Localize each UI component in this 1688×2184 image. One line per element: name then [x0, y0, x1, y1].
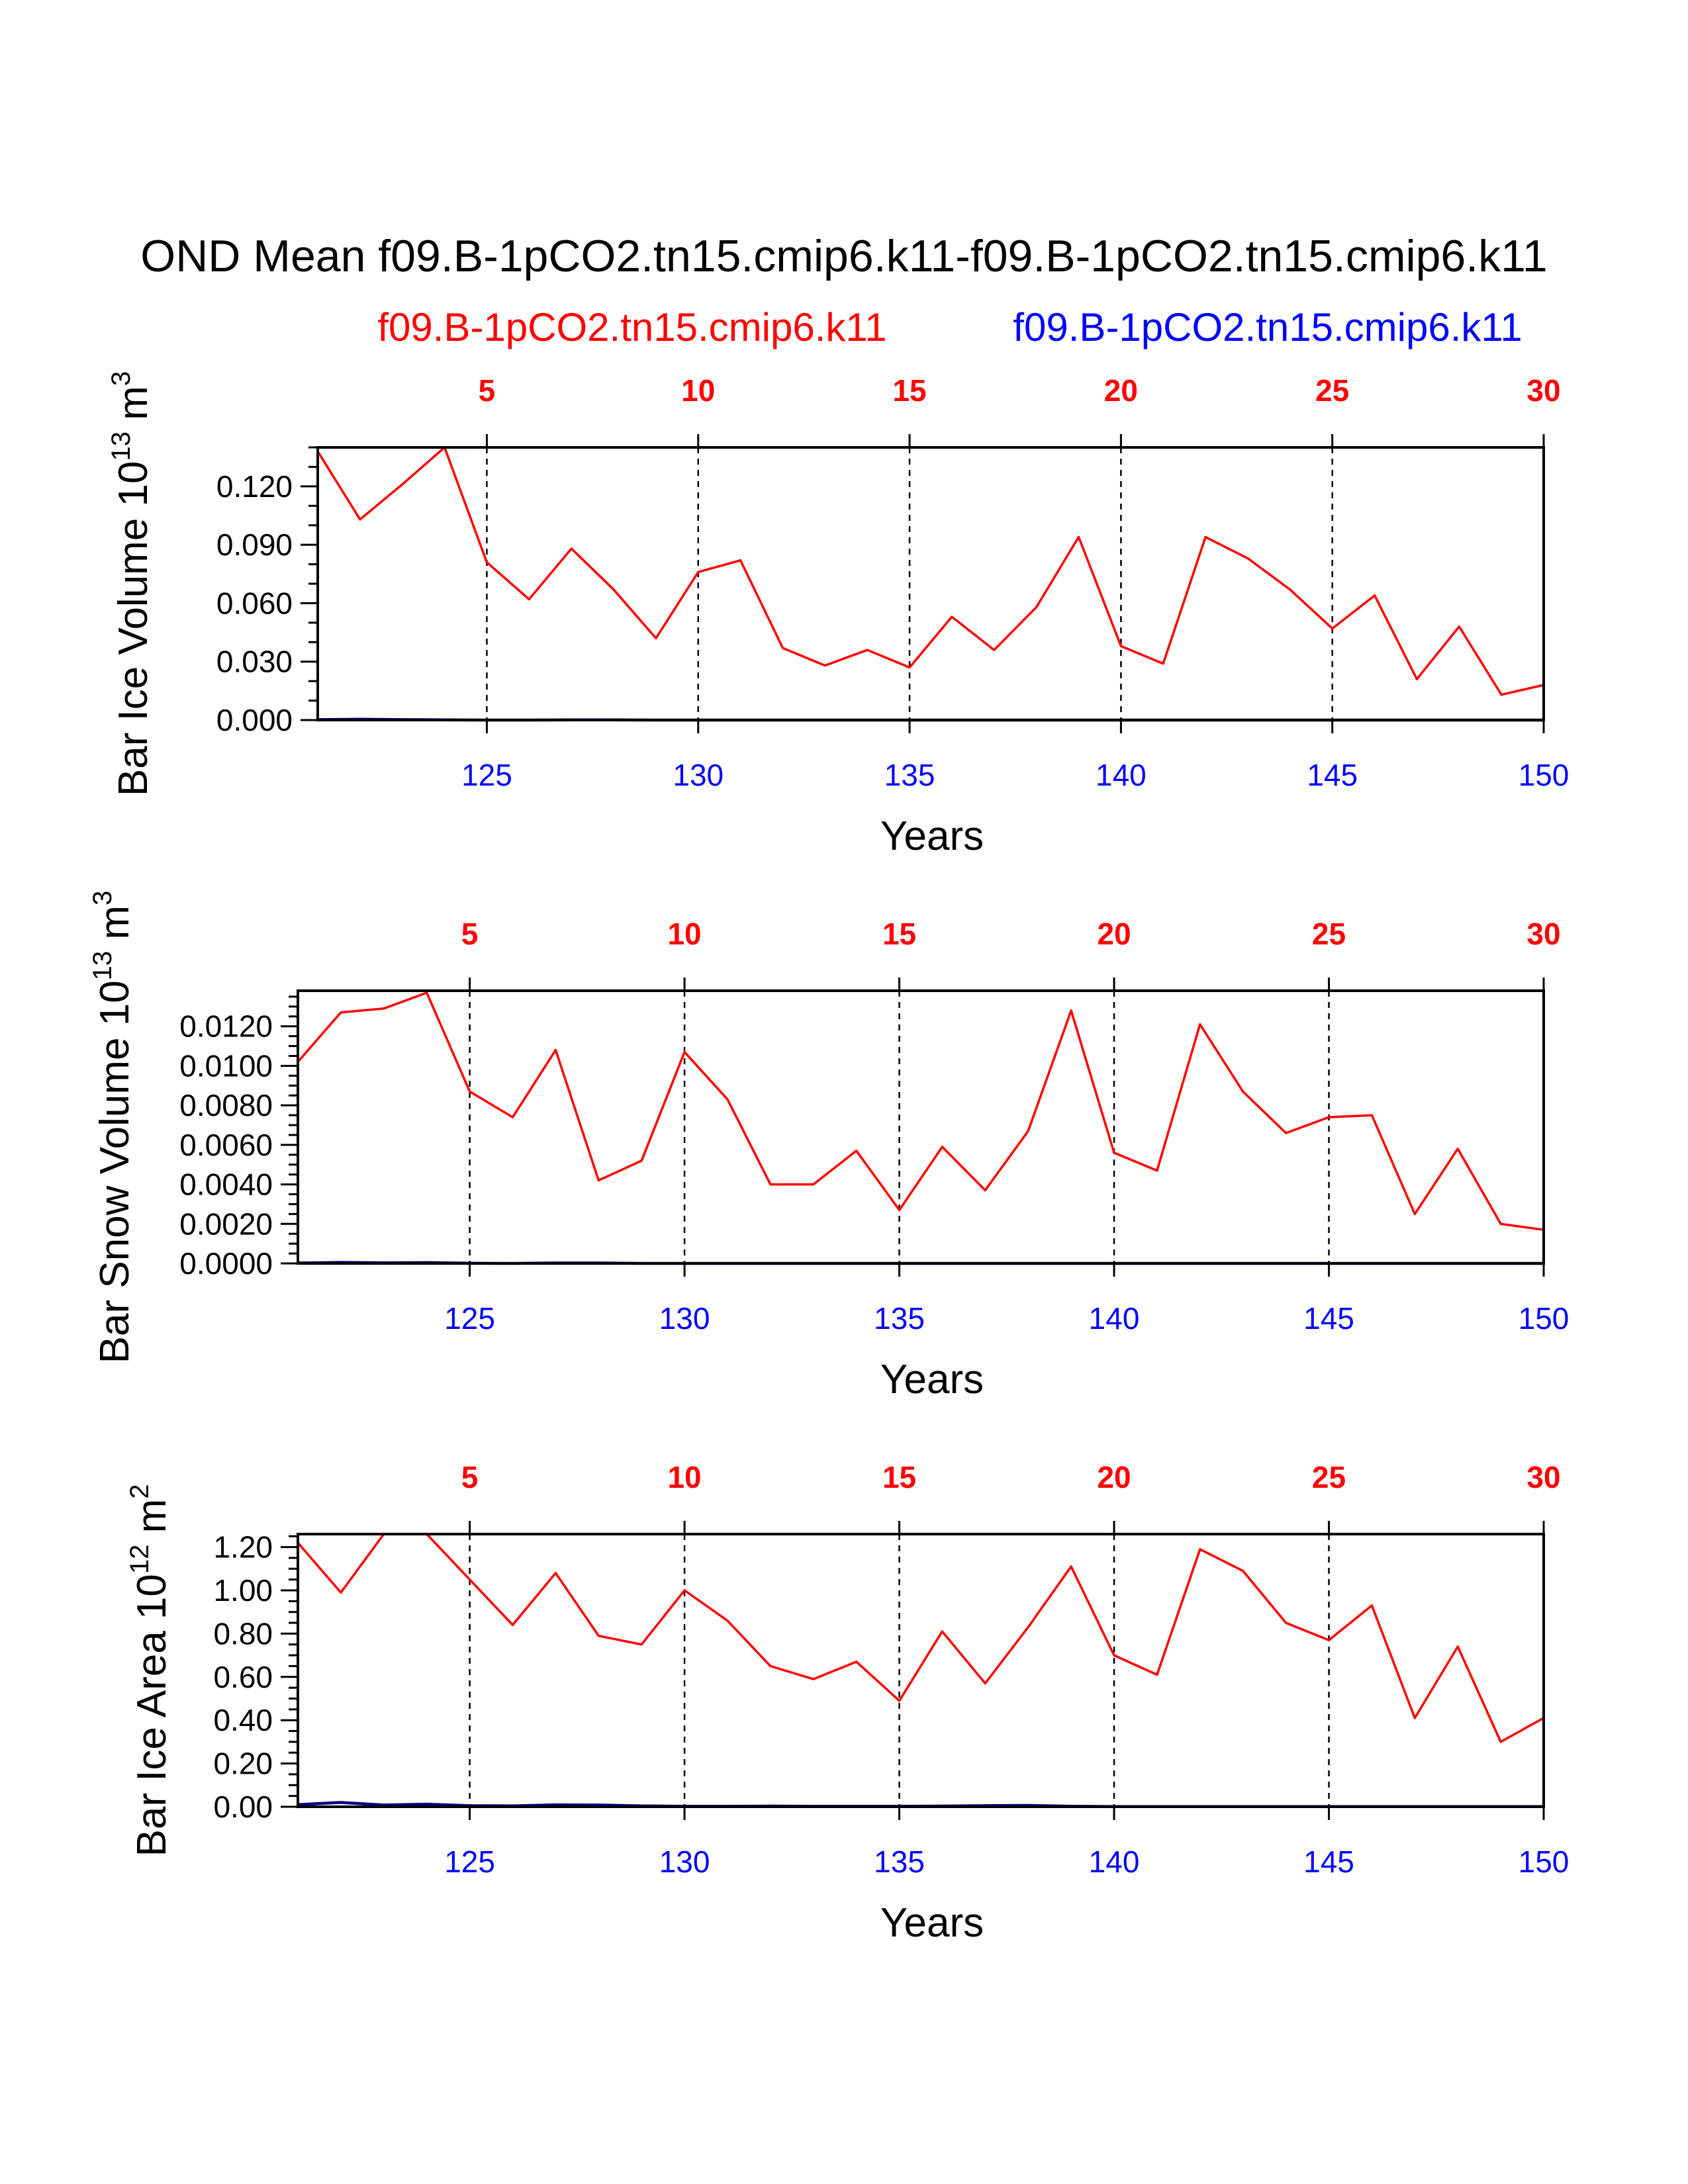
xtick-bottom-label: 125	[444, 1844, 495, 1879]
xtick-bottom-label: 150	[1519, 758, 1570, 792]
xtick-bottom-label: 140	[1096, 758, 1147, 792]
xtick-bottom-label: 125	[461, 758, 512, 792]
xtick-bottom-label: 135	[874, 1844, 925, 1879]
y-axis-label: Bar Snow Volume 1013 m3	[88, 891, 138, 1364]
xtick-top-label: 10	[681, 373, 715, 408]
xtick-bottom-label: 125	[444, 1301, 495, 1336]
y-axis-label-unit-exponent: 3	[107, 371, 136, 386]
ytick-label: 0.0040	[179, 1167, 273, 1202]
plot-frame	[297, 1533, 1545, 1808]
xtick-top-label: 10	[667, 1460, 701, 1494]
ytick-label: 0.090	[216, 527, 293, 562]
xtick-top-label: 30	[1526, 917, 1560, 951]
y-axis-label: Bar Ice Area 1012 m2	[125, 1484, 175, 1857]
xtick-top-label: 5	[461, 1460, 479, 1494]
xtick-top-label: 30	[1526, 373, 1560, 408]
y-axis-label-unit: m	[111, 386, 156, 432]
y-axis-label-text: Bar Ice Volume 10	[111, 461, 156, 796]
case-1-label: f09.B-1pCO2.tn15.cmip6.k11	[377, 305, 886, 349]
xtick-bottom-label: 130	[659, 1301, 710, 1336]
ytick-label: 0.60	[213, 1660, 273, 1694]
xtick-top-label: 30	[1526, 1460, 1560, 1494]
xtick-bottom-label: 150	[1519, 1844, 1570, 1879]
y-axis-label-exponent: 13	[88, 951, 117, 981]
y-axis-label-unit-exponent: 3	[88, 891, 117, 905]
ytick-label: 0.0120	[179, 1009, 273, 1044]
x-axis-label: Years	[880, 813, 984, 859]
xtick-top-label: 15	[882, 917, 916, 951]
xtick-bottom-label: 140	[1089, 1301, 1140, 1336]
xtick-top-label: 15	[882, 1460, 916, 1494]
y-axis-label-exponent: 13	[107, 432, 136, 461]
xtick-bottom-label: 130	[659, 1844, 710, 1879]
y-axis-label-text: Bar Ice Area 10	[129, 1574, 175, 1856]
xtick-bottom-label: 150	[1519, 1301, 1570, 1336]
ytick-label: 0.20	[213, 1747, 273, 1781]
ytick-label: 0.120	[216, 469, 293, 504]
series-line-1	[297, 991, 1544, 1231]
ytick-label: 1.00	[213, 1573, 273, 1608]
ytick-label: 0.0000	[179, 1246, 273, 1281]
series-line-1	[297, 1533, 1544, 1743]
case-2-label: f09.B-1pCO2.tn15.cmip6.k11	[1013, 305, 1522, 349]
ytick-label: 0.000	[216, 703, 293, 737]
xtick-top-label: 5	[461, 917, 479, 951]
plot-frame	[316, 446, 1545, 721]
xtick-bottom-label: 135	[884, 758, 935, 792]
ytick-label: 0.0060	[179, 1128, 273, 1162]
xtick-bottom-label: 140	[1089, 1844, 1140, 1879]
xtick-bottom-label: 130	[673, 758, 724, 792]
ytick-label: 0.0080	[179, 1088, 273, 1122]
ytick-label: 1.20	[213, 1530, 273, 1565]
y-axis-label-unit: m	[92, 905, 138, 951]
xtick-bottom-label: 135	[874, 1301, 925, 1336]
x-axis-label: Years	[880, 1357, 984, 1402]
y-axis-label-exponent: 12	[125, 1545, 154, 1574]
series-line-1	[316, 446, 1544, 696]
xtick-bottom-label: 145	[1303, 1844, 1354, 1879]
xtick-top-label: 20	[1097, 917, 1131, 951]
xtick-top-label: 25	[1312, 1460, 1346, 1494]
ytick-label: 0.80	[213, 1616, 273, 1651]
xtick-top-label: 25	[1312, 917, 1346, 951]
y-axis-label-unit-exponent: 2	[125, 1484, 154, 1499]
xtick-top-label: 20	[1097, 1460, 1131, 1494]
ytick-label: 0.40	[213, 1703, 273, 1737]
xtick-top-label: 15	[892, 373, 926, 408]
ytick-label: 0.060	[216, 586, 293, 620]
y-axis-label-unit: m	[129, 1499, 175, 1545]
x-axis-label: Years	[880, 1900, 984, 1946]
ytick-label: 0.00	[213, 1790, 273, 1824]
ytick-label: 0.0100	[179, 1048, 273, 1083]
panel-2: 0.0000 0.0020 0.0040 0.0060 0.0080 0.0100 0.01…	[88, 891, 1569, 1402]
ytick-label: 0.030	[216, 645, 293, 679]
ytick-label: 0.0020	[179, 1206, 273, 1241]
xtick-top-label: 10	[667, 917, 701, 951]
xtick-top-label: 20	[1104, 373, 1138, 408]
y-axis-label-text: Bar Snow Volume 10	[92, 980, 138, 1363]
plot-frame	[297, 989, 1545, 1265]
xtick-bottom-label: 145	[1303, 1301, 1354, 1336]
xtick-top-label: 5	[479, 373, 496, 408]
figure-title: OND Mean f09.B-1pCO2.tn15.cmip6.k11-f09.…	[140, 231, 1547, 281]
xtick-bottom-label: 145	[1307, 758, 1358, 792]
xtick-top-label: 25	[1315, 373, 1349, 408]
y-axis-label: Bar Ice Volume 1013 m3	[107, 371, 156, 796]
